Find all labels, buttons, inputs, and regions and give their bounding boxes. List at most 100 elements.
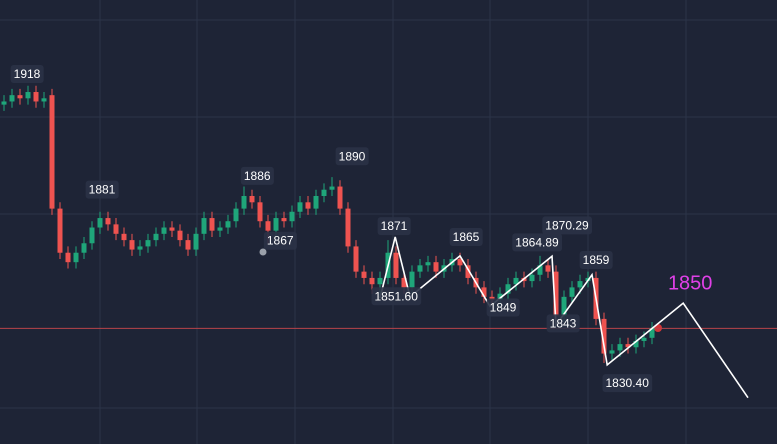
- candle-body: [185, 240, 191, 250]
- candle-body: [265, 221, 271, 231]
- candle-body: [513, 277, 519, 285]
- label-background: [542, 216, 593, 235]
- candle-body: [145, 240, 151, 247]
- candle-body: [321, 189, 327, 197]
- candle-body: [97, 218, 103, 228]
- price-label: 1886: [244, 169, 271, 183]
- candle-body: [137, 246, 143, 250]
- price-label: 1881: [89, 183, 116, 197]
- candle-body: [41, 98, 47, 102]
- candle-body: [497, 293, 503, 300]
- label-background: [546, 314, 580, 333]
- label-background: [335, 147, 369, 166]
- price-label: 1843: [550, 316, 577, 330]
- candle-body: [345, 208, 351, 247]
- candle-body: [361, 271, 367, 278]
- candle-body: [289, 211, 295, 222]
- candle-body: [201, 218, 207, 234]
- candle-body: [233, 208, 239, 222]
- candle-body: [641, 337, 647, 341]
- candle-body: [561, 296, 567, 316]
- candle-body: [65, 252, 71, 263]
- label-background: [85, 180, 119, 199]
- candle-body: [529, 274, 535, 282]
- candle-body: [577, 281, 583, 288]
- candle-body: [553, 271, 559, 316]
- candle-body: [113, 224, 119, 234]
- price-label: 1865: [453, 230, 480, 244]
- candle-body: [177, 230, 183, 241]
- candle-body: [329, 186, 335, 190]
- label-background: [512, 233, 563, 252]
- candle-body: [425, 262, 431, 266]
- price-label: 1849: [490, 300, 517, 314]
- candle-body: [417, 265, 423, 272]
- candle-body: [545, 265, 551, 272]
- candle-body: [1, 101, 7, 105]
- label-background: [240, 166, 274, 185]
- candle-body: [305, 202, 311, 209]
- candle-body: [89, 227, 95, 244]
- candle-body: [217, 227, 223, 231]
- price-label: 1850: [668, 272, 713, 294]
- label-background: [10, 65, 44, 84]
- price-label: 1890: [339, 149, 366, 163]
- candle-body: [193, 233, 199, 250]
- candle-body: [609, 350, 615, 354]
- price-label: 1918: [14, 67, 41, 81]
- candle-body: [9, 95, 15, 102]
- price-label: 1867: [267, 234, 294, 248]
- candle-body: [353, 246, 359, 272]
- candle-body: [433, 262, 439, 272]
- candle-body: [273, 218, 279, 231]
- candle-body: [25, 92, 31, 99]
- price-label: 1859: [583, 253, 610, 267]
- zigzag-line: [379, 236, 749, 399]
- candle-body: [281, 218, 287, 222]
- candle-body: [129, 240, 135, 250]
- candle-body: [57, 208, 63, 253]
- candle-body: [17, 95, 23, 99]
- label-background: [263, 231, 297, 250]
- candle-body: [537, 265, 543, 275]
- candle-body: [297, 202, 303, 212]
- price-label: 1871: [381, 219, 408, 233]
- candle-body: [393, 252, 399, 278]
- price-label: 1870.29: [545, 218, 589, 232]
- candle-body: [481, 287, 487, 297]
- candle-body: [465, 265, 471, 278]
- candle-body: [209, 218, 215, 231]
- label-background: [449, 228, 483, 247]
- candle-body: [625, 344, 631, 348]
- candle-body: [377, 277, 383, 285]
- candle-body: [569, 287, 575, 297]
- candle-body: [225, 221, 231, 228]
- marker-dot: [259, 248, 267, 256]
- candle-body: [617, 344, 623, 351]
- candle-body: [401, 277, 407, 288]
- label-background: [486, 298, 520, 317]
- candle-body: [337, 186, 343, 209]
- candle-body: [153, 233, 159, 241]
- label-background: [579, 250, 613, 269]
- label-background: [371, 287, 422, 306]
- label-background: [377, 217, 411, 236]
- candle-body: [33, 92, 39, 102]
- candle-body: [313, 196, 319, 209]
- candle-body: [169, 227, 175, 231]
- candle-body: [633, 340, 639, 348]
- price-label: 1830.40: [606, 376, 650, 390]
- candle-body: [49, 95, 55, 209]
- candle-body: [649, 328, 655, 338]
- candle-body: [489, 296, 495, 300]
- label-background: [602, 374, 653, 393]
- candle-body: [369, 277, 375, 285]
- candle-body: [409, 271, 415, 288]
- candle-body: [121, 233, 127, 241]
- candle-body: [257, 202, 263, 222]
- candle-body: [249, 196, 255, 203]
- candle-body: [73, 252, 79, 263]
- candle-body: [161, 227, 167, 234]
